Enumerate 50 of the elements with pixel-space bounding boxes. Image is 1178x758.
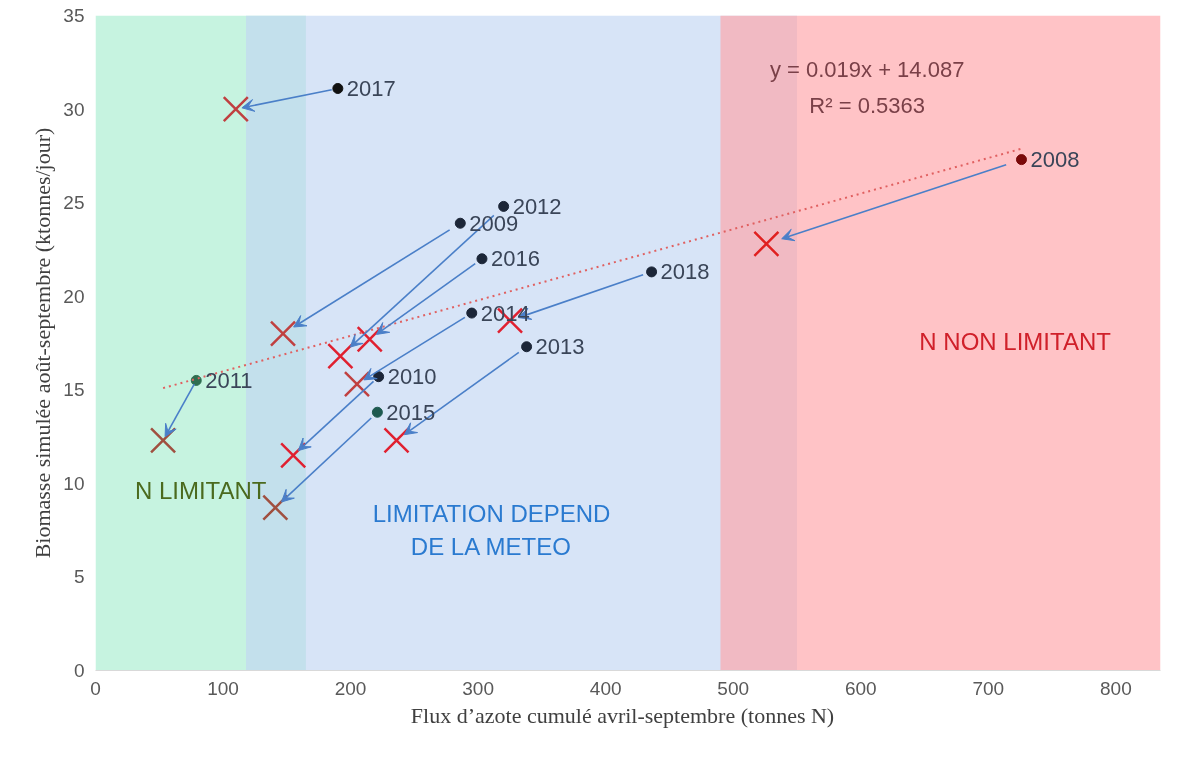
point <box>371 406 383 418</box>
point <box>356 325 383 353</box>
point <box>646 266 658 278</box>
point <box>279 442 307 469</box>
x-tick-label: 500 <box>717 677 750 699</box>
y-tick-label: 5 <box>73 566 85 588</box>
x-tick-label: 0 <box>90 677 101 699</box>
point <box>476 253 488 265</box>
x-axis-title: Flux d’azote cumulé avril-septembre (tonnes N) <box>410 702 835 728</box>
point <box>454 217 466 229</box>
y-tick-label: 0 <box>73 660 85 681</box>
x-tick-label: 200 <box>334 677 367 699</box>
point <box>498 200 510 212</box>
annotation: 2011 <box>205 367 253 393</box>
point <box>1015 154 1027 166</box>
annotation: 2016 <box>490 246 540 272</box>
annotation: 2010 <box>387 364 437 390</box>
point <box>327 342 354 370</box>
annotation: 2008 <box>1030 147 1080 173</box>
band-label: N NON LIMITANT <box>919 327 1112 355</box>
point <box>343 370 371 398</box>
point <box>222 95 250 123</box>
y-axis-title: Biomasse simulée août-septembre (ktonnes/jour) <box>30 127 56 559</box>
point <box>466 307 478 319</box>
y-tick-label: 35 <box>63 5 85 26</box>
point <box>383 427 410 454</box>
annotation: y = 0.019x + 14.087 <box>769 57 965 83</box>
annotation: 2013 <box>535 334 585 360</box>
point <box>753 230 780 258</box>
annotation: 2015 <box>386 399 436 425</box>
x-tick-label: 600 <box>844 677 877 699</box>
x-tick-label: 300 <box>462 677 494 699</box>
band-label: LIMITATION DEPEND DE LA METEO <box>372 500 611 560</box>
band-label: N LIMITANT <box>134 477 267 505</box>
x-tick-label: 400 <box>589 677 622 699</box>
y-tick-label: 15 <box>63 379 85 401</box>
x-tick-label: 800 <box>1100 677 1132 699</box>
point <box>269 320 297 347</box>
annotation: 2017 <box>346 75 396 101</box>
point <box>521 341 533 353</box>
y-tick-label: 10 <box>63 472 85 494</box>
point <box>332 83 344 94</box>
x-tick-label: 700 <box>972 677 1005 699</box>
y-tick-label: 30 <box>63 98 85 120</box>
y-tick-label: 25 <box>63 192 85 214</box>
x-tick-label: 100 <box>207 677 239 699</box>
annotation: 2018 <box>660 259 710 285</box>
annotation: R² = 0.5363 <box>809 92 925 118</box>
point <box>149 427 177 454</box>
y-tick-label: 20 <box>63 285 85 307</box>
